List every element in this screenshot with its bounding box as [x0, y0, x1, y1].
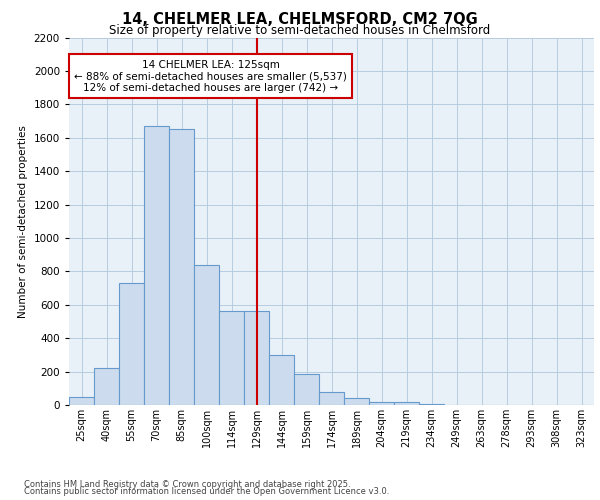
Text: Size of property relative to semi-detached houses in Chelmsford: Size of property relative to semi-detach…	[109, 24, 491, 37]
Bar	[94, 368, 119, 405]
Bar	[119, 283, 144, 405]
Bar	[144, 126, 169, 405]
Text: Contains public sector information licensed under the Open Government Licence v3: Contains public sector information licen…	[24, 487, 389, 496]
Bar	[244, 312, 269, 405]
Bar	[69, 396, 94, 405]
Bar	[419, 404, 444, 405]
Bar	[269, 355, 294, 405]
Bar	[169, 130, 194, 405]
Bar	[194, 264, 219, 405]
Text: 14, CHELMER LEA, CHELMSFORD, CM2 7QG: 14, CHELMER LEA, CHELMSFORD, CM2 7QG	[122, 12, 478, 28]
Y-axis label: Number of semi-detached properties: Number of semi-detached properties	[18, 125, 28, 318]
Bar	[219, 312, 244, 405]
Text: Contains HM Land Registry data © Crown copyright and database right 2025.: Contains HM Land Registry data © Crown c…	[24, 480, 350, 489]
Bar	[294, 374, 319, 405]
Bar	[344, 398, 369, 405]
Text: 14 CHELMER LEA: 125sqm
← 88% of semi-detached houses are smaller (5,537)
12% of : 14 CHELMER LEA: 125sqm ← 88% of semi-det…	[74, 60, 347, 93]
Bar	[369, 402, 394, 405]
Bar	[319, 392, 344, 405]
Bar	[394, 402, 419, 405]
